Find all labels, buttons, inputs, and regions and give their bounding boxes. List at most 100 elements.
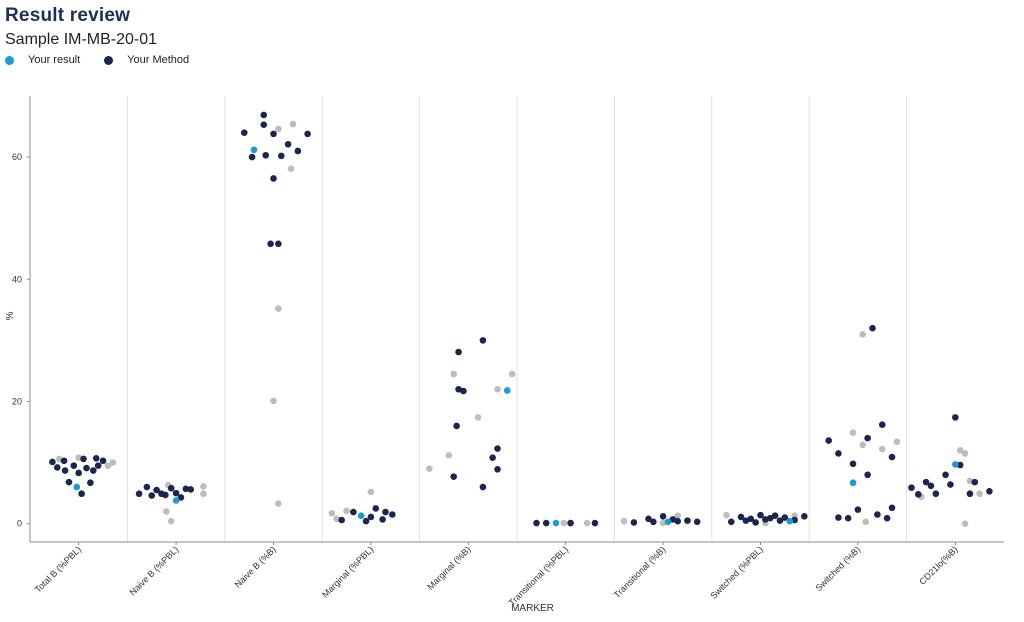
- your-method-point: [659, 513, 667, 520]
- your-method-point: [92, 454, 100, 462]
- your-method-point: [49, 458, 56, 466]
- your-method-point: [172, 489, 180, 497]
- your-method-point: [284, 140, 292, 148]
- other-lab-point: [270, 397, 277, 405]
- your-method-point: [453, 422, 460, 430]
- your-method-point: [479, 337, 487, 344]
- other-lab-point: [275, 125, 282, 133]
- other-lab-point: [976, 490, 983, 498]
- your-method-point: [270, 130, 277, 138]
- sample-id: Sample IM-MB-20-01: [5, 31, 158, 48]
- your-method-point: [167, 484, 175, 492]
- other-lab-point: [620, 517, 628, 525]
- your-method-point: [267, 240, 274, 248]
- x-tick-label: Switched (%PBL): [708, 544, 765, 601]
- your-method-point: [294, 147, 302, 155]
- other-lab-point: [961, 520, 969, 527]
- your-method-point: [869, 324, 876, 332]
- chart-legend: Your result Your Method: [5, 54, 213, 66]
- your-method-point: [389, 511, 396, 518]
- axis-layer: 0 20 40 60: [12, 96, 1004, 545]
- other-lab-point: [167, 517, 175, 525]
- y-tick-label: 20: [12, 396, 22, 406]
- your-method-point: [844, 514, 852, 522]
- x-tick-label: Total B (%PBL): [33, 544, 83, 594]
- your-method-point: [148, 492, 156, 499]
- legend-label: Your result: [28, 54, 81, 66]
- your-method-point: [494, 465, 501, 473]
- your-method-point: [986, 487, 993, 495]
- other-lab-point: [956, 447, 964, 454]
- legend-item-your-method[interactable]: Your Method: [104, 54, 189, 66]
- x-tick-label: Transitional (%B): [612, 544, 668, 600]
- other-lab-point: [859, 441, 867, 449]
- y-tick-label: 60: [12, 152, 22, 162]
- legend-item-your-result[interactable]: Your result: [5, 54, 80, 66]
- other-lab-point: [878, 445, 886, 453]
- your-method-point: [460, 387, 467, 395]
- your-method-point: [382, 508, 389, 516]
- your-result-point: [552, 519, 560, 527]
- y-tick-label: 0: [17, 519, 22, 529]
- your-method-point: [956, 461, 964, 469]
- your-method-point: [379, 516, 386, 523]
- your-method-point: [350, 508, 357, 516]
- other-lab-point: [674, 512, 682, 520]
- other-lab-point: [109, 459, 117, 466]
- other-lab-point: [104, 462, 112, 469]
- other-lab-point: [961, 450, 969, 457]
- your-method-point: [878, 421, 886, 428]
- your-result-point: [172, 497, 180, 504]
- your-result-point: [952, 461, 959, 468]
- other-lab-point: [445, 451, 453, 459]
- your-result-point: [503, 387, 511, 394]
- your-result-point: [664, 518, 672, 526]
- your-method-point: [674, 517, 682, 525]
- your-result-point: [849, 479, 857, 487]
- other-lab-point: [560, 519, 568, 527]
- your-method-point: [947, 481, 954, 488]
- grid-layer: [126, 96, 908, 542]
- other-lab-point: [163, 508, 170, 515]
- other-lab-point: [287, 165, 295, 173]
- your-method-point: [737, 513, 745, 521]
- your-method-point: [835, 514, 842, 521]
- page-title: Result review: [5, 5, 131, 26]
- your-method-point: [162, 491, 169, 499]
- your-method-point: [864, 471, 871, 479]
- your-method-point: [801, 513, 808, 520]
- your-method-point: [362, 517, 370, 525]
- other-lab-point: [494, 385, 501, 393]
- your-method-point: [260, 121, 268, 129]
- other-lab-point: [859, 330, 867, 338]
- other-lab-point: [723, 511, 730, 519]
- your-method-point: [825, 437, 832, 444]
- your-method-point: [240, 129, 248, 136]
- x-tick-label: CD21lo(%B): [917, 544, 959, 586]
- your-method-point: [78, 490, 85, 498]
- your-method-point: [567, 519, 574, 527]
- your-method-point: [966, 490, 974, 498]
- your-result-point: [250, 146, 258, 154]
- your-method-point: [781, 514, 789, 521]
- your-method-point: [270, 175, 277, 182]
- your-method-point: [591, 519, 599, 527]
- other-lab-point: [275, 305, 282, 312]
- legend-dot-icon: [104, 55, 114, 65]
- your-method-point: [849, 460, 857, 468]
- your-method-point: [914, 491, 922, 498]
- your-method-point: [260, 111, 268, 119]
- other-lab-point: [200, 490, 207, 498]
- your-result-point: [73, 483, 81, 491]
- your-method-point: [952, 414, 959, 421]
- your-method-point: [942, 471, 949, 479]
- your-method-point: [367, 513, 375, 521]
- other-lab-point: [275, 500, 282, 507]
- other-lab-point: [200, 483, 207, 490]
- other-lab-point: [289, 120, 297, 128]
- x-tick-label: Transitional (%PBL): [507, 544, 570, 607]
- your-method-point: [60, 457, 68, 465]
- your-method-point: [80, 455, 87, 463]
- your-method-point: [83, 464, 90, 472]
